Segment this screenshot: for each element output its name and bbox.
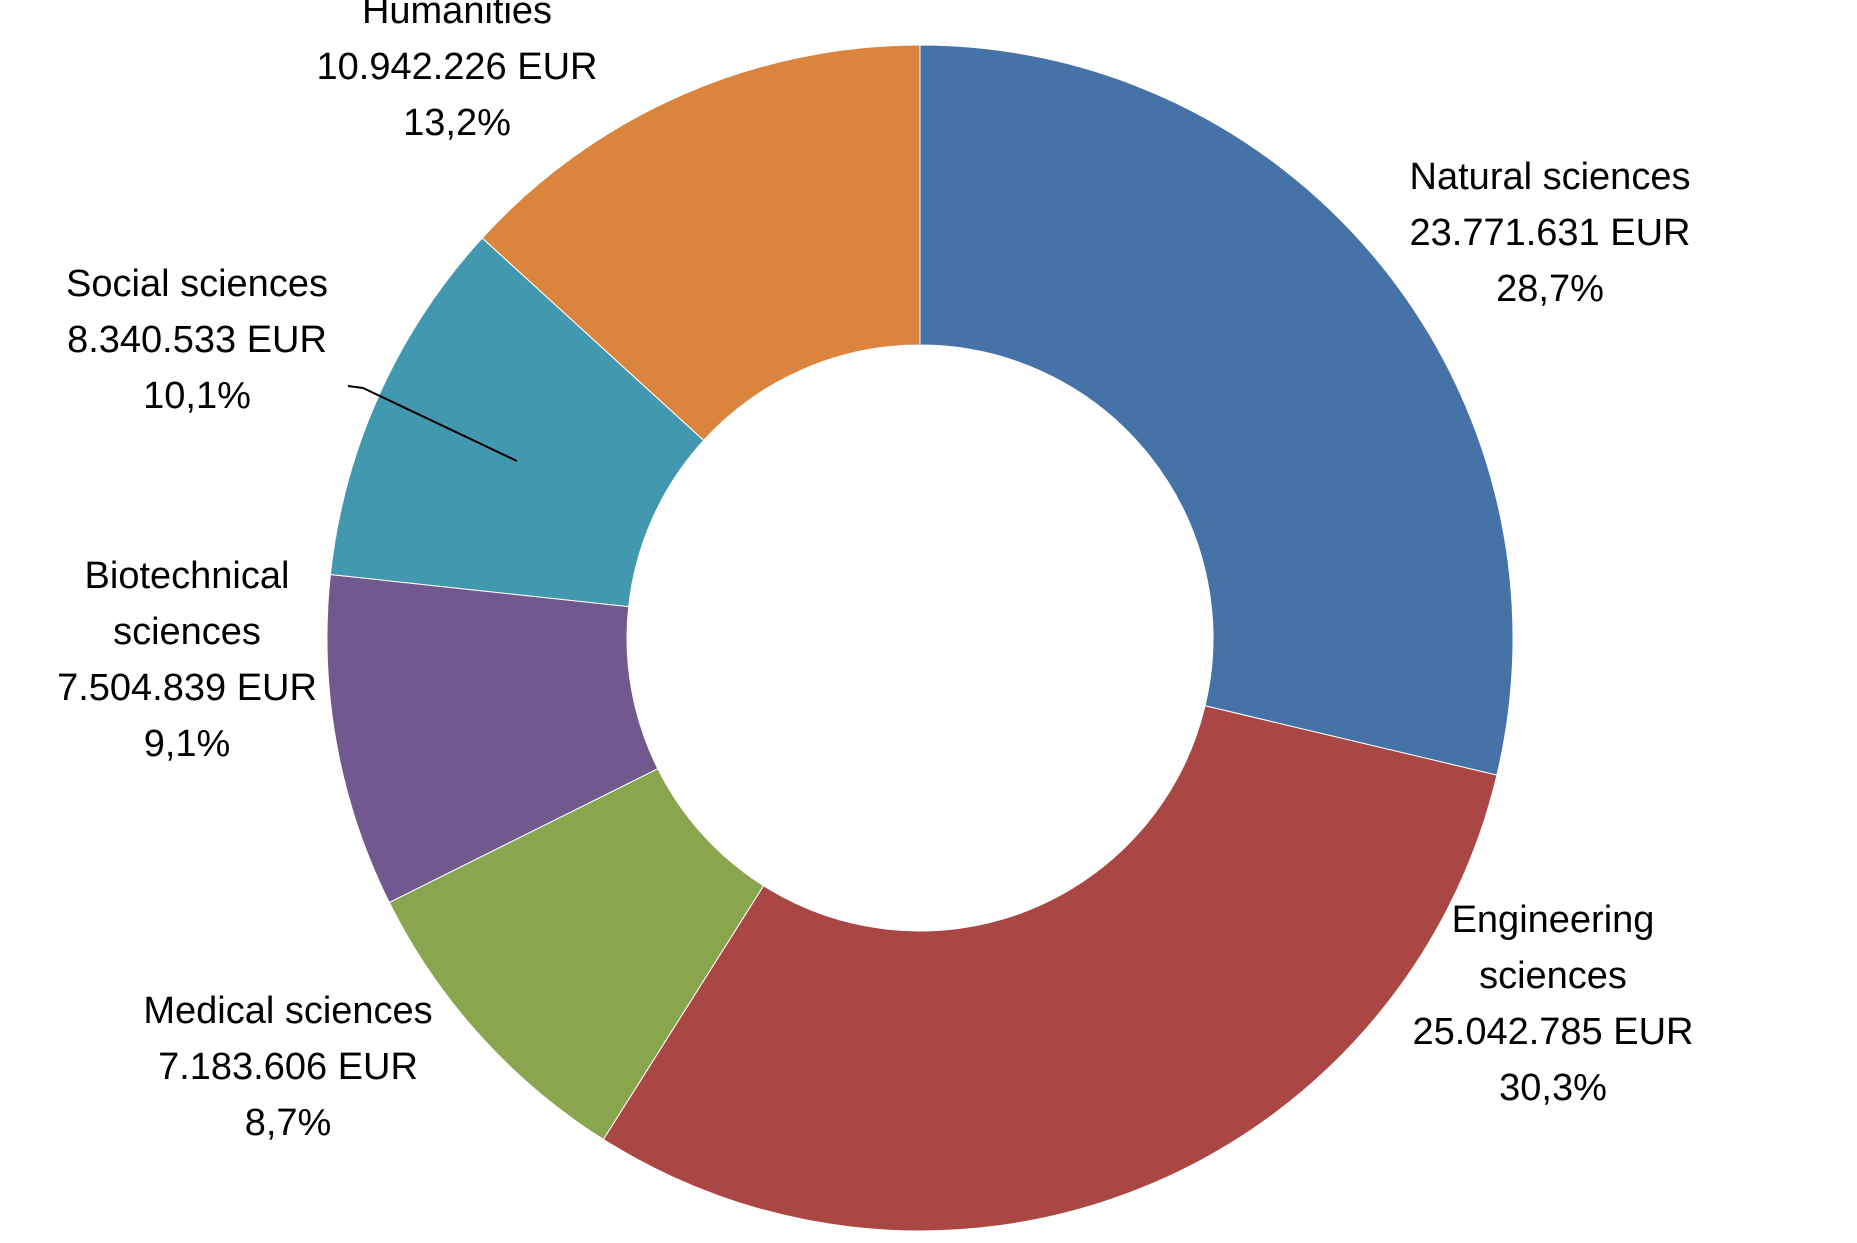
data-label-medical-sciences: Medical sciences 7.183.606 EUR 8,7% [143,990,432,1144]
data-label-natural-sciences: Natural sciences 23.771.631 EUR 28,7% [1410,156,1691,310]
slice-engineering-sciences[interactable] [602,705,1498,1232]
data-label-biotechnical-sciences: Biotechnical sciences 7.504.839 EUR 9,1% [57,555,317,765]
data-label-social-sciences: Social sciences 8.340.533 EUR 10,1% [66,263,328,417]
data-label-humanities: Humanities 10.942.226 EUR 13,2% [317,0,598,144]
data-label-engineering-sciences: Engineering sciences 25.042.785 EUR 30,3% [1413,899,1694,1109]
slice-natural-sciences[interactable] [919,44,1514,776]
leader-line-social-sciences [347,385,518,462]
data-labels: Natural sciences 23.771.631 EUR 28,7% Engin… [57,0,1693,1144]
slice-social-sciences[interactable] [329,237,705,608]
slice-humanities[interactable] [481,44,921,442]
donut-slices [326,44,1514,1232]
slice-biotechnical-sciences[interactable] [326,573,659,904]
